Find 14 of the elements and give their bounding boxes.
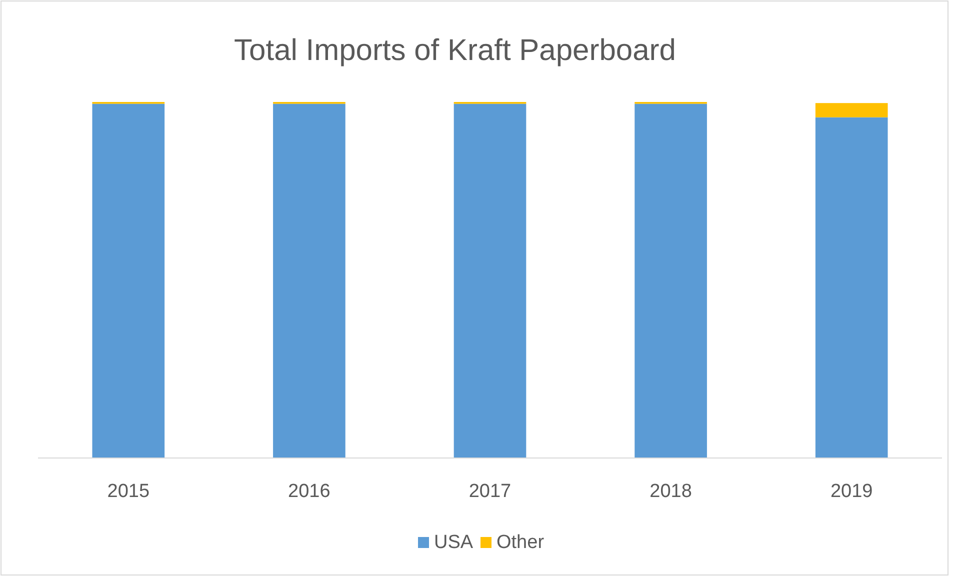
x-tick-label: 2019	[830, 481, 873, 502]
chart-title: Total Imports of Kraft Paperboard	[234, 34, 676, 67]
x-tick-label: 2017	[468, 481, 512, 502]
bar	[634, 104, 707, 458]
legend-label: Other	[496, 532, 545, 553]
x-tick-label: 2016	[288, 481, 330, 502]
legend-label: USA	[434, 532, 474, 553]
bar	[815, 103, 888, 118]
bar	[454, 104, 526, 458]
bar	[273, 104, 346, 458]
x-tick-label: 2018	[650, 481, 692, 502]
x-tick-label: 2015	[107, 481, 150, 502]
bar	[815, 117, 888, 458]
bar	[92, 104, 165, 458]
